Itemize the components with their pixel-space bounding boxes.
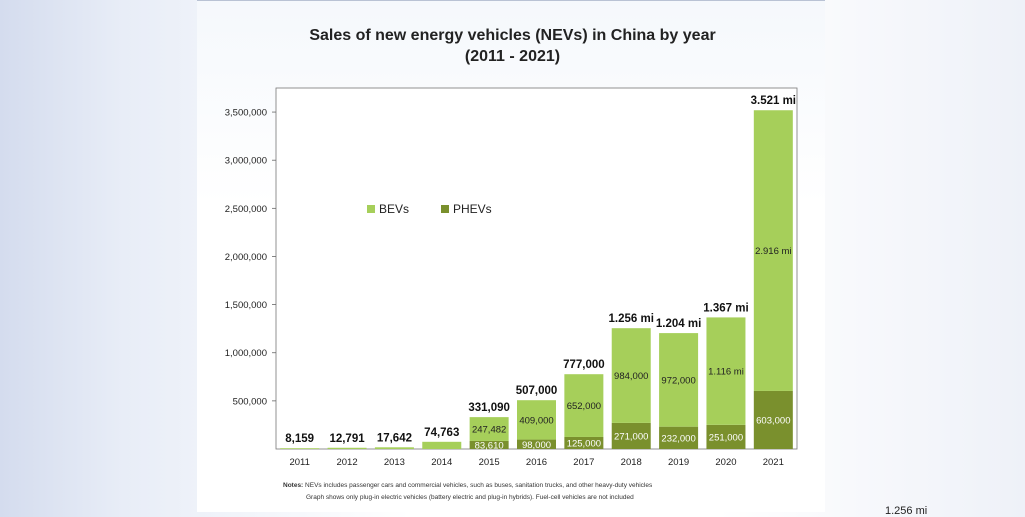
phev-data-label: 251,000 <box>709 432 743 443</box>
bev-data-label: 2.916 mi <box>755 246 791 257</box>
y-tick-label: 3,000,000 <box>225 156 267 167</box>
bar-bev <box>422 441 462 449</box>
bar-phev <box>517 439 556 449</box>
total-data-label: 1.204 mi <box>656 318 701 330</box>
y-tick-label: 1,500,000 <box>225 300 267 311</box>
x-tick-label: 2012 <box>336 457 357 468</box>
bev-data-label: 1.116 mi <box>708 367 744 378</box>
y-tick-label: 1,000,000 <box>225 348 267 359</box>
legend-swatch-bevs <box>367 205 375 213</box>
x-tick-label: 2018 <box>621 457 642 468</box>
cropped-footer-text: 1.256 mi <box>885 505 928 517</box>
total-data-label: 777,000 <box>563 359 605 371</box>
phev-data-label: 125,000 <box>567 438 601 449</box>
phev-data-label: 98,000 <box>522 440 551 451</box>
bev-data-label: 409,000 <box>519 415 553 426</box>
x-tick-label: 2021 <box>763 457 784 468</box>
bev-data-label: 652,000 <box>567 401 601 412</box>
phev-data-label: 232,000 <box>661 433 695 444</box>
total-data-label: 12,791 <box>329 433 365 445</box>
total-data-label: 1.256 mi <box>609 313 654 325</box>
y-tick-label: 2,000,000 <box>225 252 267 263</box>
x-tick-label: 2020 <box>715 457 736 468</box>
total-data-label: 74,763 <box>424 427 459 439</box>
total-data-label: 507,000 <box>516 385 558 397</box>
x-tick-label: 2017 <box>573 457 594 468</box>
slide-top-border <box>197 0 825 1</box>
notes-line-1: Notes: NEVs includes passenger cars and … <box>283 482 652 489</box>
bar-bev <box>753 110 793 391</box>
bev-data-label: 984,000 <box>614 371 648 382</box>
x-tick-label: 2015 <box>479 457 500 468</box>
total-data-label: 331,090 <box>468 402 510 414</box>
bar-phev <box>564 436 604 449</box>
y-tick-label: 500,000 <box>233 396 267 407</box>
bar-bev <box>659 333 699 427</box>
notes-line-2: Graph shows only plug-in electric vehicl… <box>306 494 634 501</box>
x-tick-label: 2014 <box>431 457 452 468</box>
bar-bev <box>469 417 509 441</box>
phev-data-label: 603,000 <box>756 415 790 426</box>
bar-phev <box>469 440 509 449</box>
total-data-label: 3.521 mi <box>751 95 796 107</box>
x-tick-label: 2011 <box>289 457 309 468</box>
bar-bev <box>611 328 651 423</box>
chart-subtitle: (2011 - 2021) <box>464 48 561 65</box>
bar-phev <box>753 390 793 449</box>
total-data-label: 1.367 mi <box>703 302 748 314</box>
bev-data-label: 972,000 <box>661 375 695 386</box>
y-tick-label: 3,500,000 <box>225 108 267 119</box>
total-data-label: 17,642 <box>377 432 412 444</box>
y-tick-label: 2,500,000 <box>225 204 267 215</box>
bar-bev <box>327 447 367 449</box>
bar-bev <box>517 400 556 440</box>
x-tick-label: 2016 <box>526 457 547 468</box>
phev-data-label: 271,000 <box>614 431 648 442</box>
bar-phev <box>611 422 651 449</box>
legend-label-bevs: BEVs <box>379 202 409 216</box>
bar-bev <box>706 317 746 425</box>
bar-bev <box>280 448 320 449</box>
phev-data-label: 83,610 <box>475 440 504 451</box>
notes-text-1: NEVs includes passenger cars and commerc… <box>305 482 653 489</box>
bev-data-label: 247,482 <box>472 425 506 436</box>
bar-bev <box>564 374 604 437</box>
notes-label: Notes: <box>283 482 304 489</box>
x-tick-label: 2019 <box>668 457 689 468</box>
x-tick-label: 2013 <box>384 457 405 468</box>
bar-phev <box>706 424 746 449</box>
chart-title: Sales of new energy vehicles (NEVs) in C… <box>309 27 716 44</box>
bar-phev <box>659 426 699 449</box>
total-data-label: 8,159 <box>285 433 314 445</box>
legend-label-phevs: PHEVs <box>453 202 492 216</box>
legend-swatch-phevs <box>441 205 449 213</box>
bar-bev <box>374 447 414 449</box>
